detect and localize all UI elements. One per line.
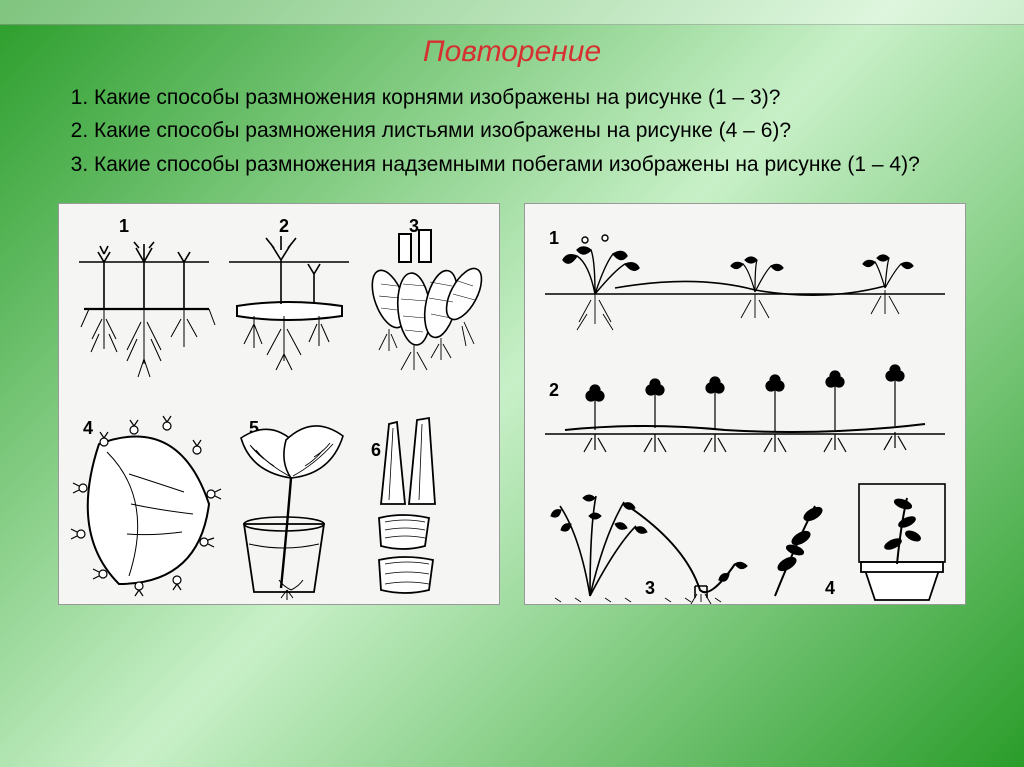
left-figure-svg: 1 [59,204,499,604]
slide-title: Повторение [0,35,1024,69]
question-1: Какие способы размножения корнями изобра… [94,83,976,112]
fig-left-label-6: 6 [371,440,381,460]
fig-left-label-2: 2 [279,216,289,236]
fig-left-label-1: 1 [119,216,129,236]
fig-right-label-1: 1 [549,228,559,248]
right-figure-panel: 1 [524,203,966,605]
question-list: Какие способы размножения корнями изобра… [60,83,976,179]
left-figure-panel: 1 [58,203,500,605]
slide: Повторение Какие способы размножения кор… [0,0,1024,767]
fig-right-label-3: 3 [645,578,655,598]
fig-right-label-2: 2 [549,380,559,400]
question-2: Какие способы размножения листьями изобр… [94,116,976,145]
fig-right-label-4: 4 [825,578,835,598]
question-3: Какие способы размножения надземными поб… [94,150,976,179]
slide-topbar [0,0,1024,25]
figure-row: 1 [0,203,1024,605]
right-figure-svg: 1 [525,204,965,604]
fig-left-label-4: 4 [83,418,93,438]
